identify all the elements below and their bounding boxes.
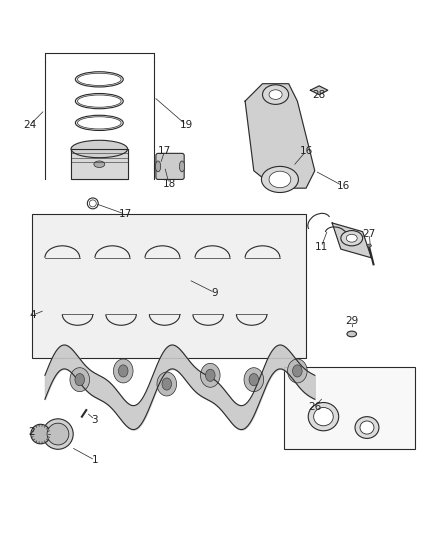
Text: 3: 3	[92, 415, 98, 425]
Ellipse shape	[261, 166, 298, 192]
Ellipse shape	[43, 419, 73, 449]
Text: 2: 2	[28, 427, 35, 437]
Text: 27: 27	[363, 229, 376, 239]
Polygon shape	[311, 86, 328, 94]
Ellipse shape	[269, 90, 282, 99]
Ellipse shape	[244, 368, 264, 392]
Ellipse shape	[293, 365, 302, 377]
Text: 28: 28	[312, 90, 326, 100]
Text: 16: 16	[300, 146, 313, 156]
Text: 18: 18	[162, 179, 176, 189]
Ellipse shape	[78, 95, 121, 107]
Ellipse shape	[31, 424, 50, 444]
Bar	[284, 367, 415, 449]
Ellipse shape	[157, 372, 177, 396]
Ellipse shape	[155, 161, 161, 172]
Ellipse shape	[113, 359, 133, 383]
Text: 19: 19	[180, 120, 193, 130]
Ellipse shape	[314, 408, 333, 426]
Ellipse shape	[360, 421, 374, 434]
Ellipse shape	[71, 140, 127, 158]
Polygon shape	[332, 223, 371, 258]
Ellipse shape	[47, 423, 69, 445]
Ellipse shape	[341, 231, 363, 246]
Text: 17: 17	[119, 209, 132, 219]
Ellipse shape	[75, 374, 85, 386]
Ellipse shape	[308, 402, 339, 431]
Text: 1: 1	[92, 455, 98, 465]
Ellipse shape	[118, 365, 128, 377]
Ellipse shape	[78, 117, 121, 129]
Ellipse shape	[94, 161, 105, 167]
Ellipse shape	[75, 72, 123, 87]
Ellipse shape	[201, 364, 220, 387]
Text: 24: 24	[23, 120, 36, 130]
Ellipse shape	[162, 378, 172, 390]
Ellipse shape	[205, 369, 215, 382]
Ellipse shape	[89, 200, 96, 207]
Bar	[32, 214, 306, 358]
Text: 4: 4	[29, 310, 36, 320]
Ellipse shape	[288, 359, 307, 383]
Polygon shape	[245, 84, 315, 188]
Ellipse shape	[367, 244, 371, 247]
Text: 16: 16	[336, 181, 350, 191]
Ellipse shape	[262, 85, 289, 104]
Text: 11: 11	[314, 242, 328, 252]
Ellipse shape	[75, 93, 123, 109]
Ellipse shape	[75, 115, 123, 131]
Text: 29: 29	[345, 316, 358, 326]
Ellipse shape	[355, 417, 379, 439]
Ellipse shape	[70, 368, 89, 392]
Ellipse shape	[269, 171, 291, 188]
Text: 17: 17	[158, 146, 171, 156]
Ellipse shape	[347, 331, 357, 337]
Text: 9: 9	[212, 288, 218, 297]
Ellipse shape	[180, 161, 185, 172]
Ellipse shape	[346, 235, 357, 242]
Text: 26: 26	[308, 402, 321, 411]
Polygon shape	[71, 149, 127, 180]
FancyBboxPatch shape	[156, 154, 184, 180]
Ellipse shape	[78, 73, 121, 85]
Ellipse shape	[249, 374, 258, 386]
